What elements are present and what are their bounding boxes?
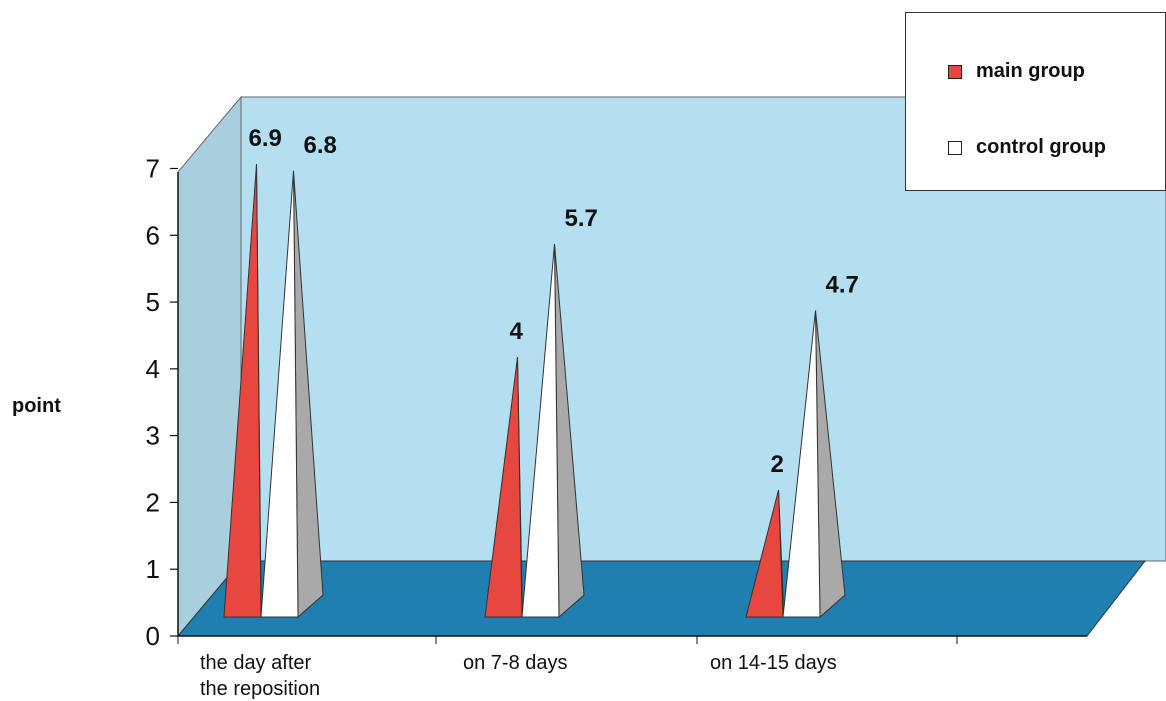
- control-group-value-label: 5.7: [565, 205, 598, 232]
- x-axis-labels: the day after the reposition on 7-8 days on…: [200, 652, 837, 700]
- y-tick-label: 0: [146, 621, 160, 651]
- legend-swatch-control: [948, 140, 962, 155]
- legend: main group control group: [905, 12, 1166, 191]
- legend-item-control: control group: [948, 136, 1106, 159]
- main-group-value-label: 2: [771, 451, 784, 478]
- y-tick-label: 6: [146, 220, 160, 250]
- control-group-value-label: 4.7: [826, 271, 859, 298]
- control-group-pyramid: 6.8: [260, 132, 337, 619]
- control-group-pyramid: 5.7: [521, 205, 598, 619]
- y-tick-label: 2: [146, 487, 160, 517]
- pyramid-front-face: [223, 164, 262, 618]
- main-group-pyramid: 4: [484, 318, 524, 618]
- y-axis-ticks: 0 1 2 3 4 5 6 7: [146, 154, 958, 651]
- floor: [176, 560, 1147, 637]
- y-tick-label: 1: [146, 554, 160, 584]
- control-group-value-label: 6.8: [304, 132, 337, 159]
- chart-walls: [176, 95, 1166, 638]
- pyramid-front-face: [782, 310, 821, 618]
- x-category-label: on 7-8 days: [463, 652, 568, 674]
- x-category-label: on 14-15 days: [710, 652, 837, 674]
- y-tick-label: 7: [146, 154, 160, 184]
- control-group-pyramid: 4.7: [782, 271, 859, 619]
- x-category-label: the day after the reposition: [200, 652, 320, 700]
- main-group-pyramid: 2: [745, 451, 784, 618]
- y-tick-label: 5: [146, 287, 160, 317]
- chart-bars: 6.9 4 2 6.8 5.7 4.7: [223, 125, 859, 619]
- pyramid-front-face: [260, 170, 299, 618]
- main-group-value-label: 6.9: [249, 125, 282, 152]
- pyramid-front-face: [484, 356, 523, 618]
- legend-swatch-main: [948, 64, 962, 79]
- legend-label-main: main group: [976, 60, 1085, 82]
- main-group-pyramid: 6.9: [223, 125, 282, 618]
- legend-label-control: control group: [976, 136, 1106, 158]
- y-tick-label: 3: [146, 421, 160, 451]
- y-tick-label: 4: [146, 354, 160, 384]
- pyramid-front-face: [521, 243, 560, 618]
- main-group-value-label: 4: [510, 318, 524, 345]
- pyramid-front-face: [745, 489, 784, 618]
- legend-item-main: main group: [948, 60, 1085, 83]
- y-axis-label: point: [12, 395, 61, 417]
